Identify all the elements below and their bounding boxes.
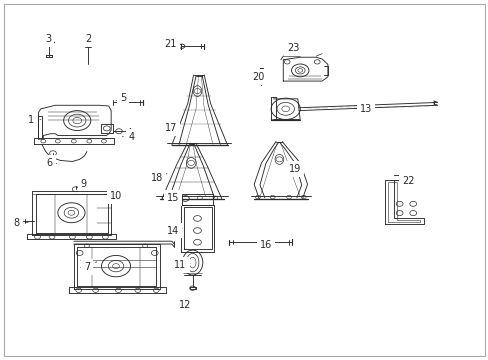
- Text: 20: 20: [251, 72, 264, 82]
- Text: 16: 16: [260, 240, 272, 250]
- Text: 19: 19: [289, 164, 301, 174]
- Text: 9: 9: [77, 179, 86, 189]
- Text: 17: 17: [164, 123, 180, 134]
- Text: 6: 6: [46, 158, 53, 168]
- Text: 7: 7: [83, 262, 97, 272]
- Text: 22: 22: [398, 176, 414, 186]
- Text: 5: 5: [116, 93, 126, 103]
- Text: 12: 12: [179, 300, 191, 310]
- Text: 1: 1: [28, 114, 41, 125]
- Text: 4: 4: [122, 132, 135, 142]
- Text: 14: 14: [166, 225, 182, 235]
- Text: 11: 11: [174, 260, 190, 270]
- Text: 10: 10: [106, 191, 122, 201]
- Text: 15: 15: [166, 193, 180, 203]
- Text: 8: 8: [14, 219, 28, 228]
- Text: 13: 13: [355, 104, 371, 114]
- Text: 21: 21: [164, 39, 177, 49]
- Text: 23: 23: [286, 43, 299, 53]
- Text: 18: 18: [151, 173, 166, 183]
- Text: 3: 3: [45, 35, 51, 46]
- Text: 2: 2: [85, 35, 91, 48]
